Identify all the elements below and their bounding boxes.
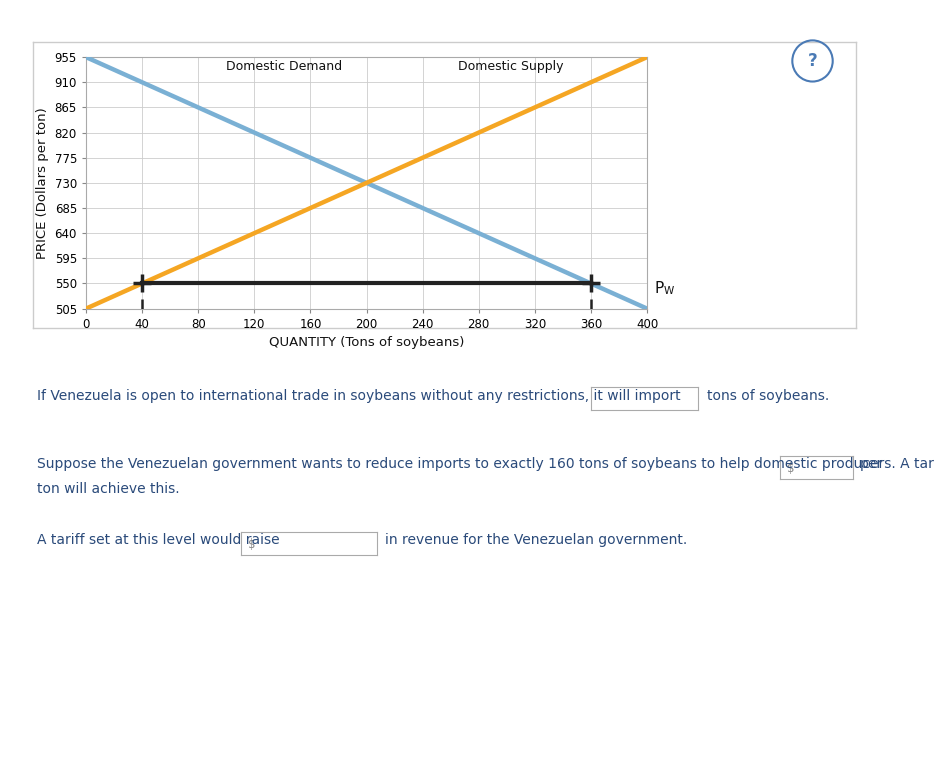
X-axis label: QUANTITY (Tons of soybeans): QUANTITY (Tons of soybeans) bbox=[269, 336, 464, 349]
Text: P: P bbox=[654, 280, 664, 296]
Text: in revenue for the Venezuelan government.: in revenue for the Venezuelan government… bbox=[385, 533, 687, 547]
Y-axis label: PRICE (Dollars per ton): PRICE (Dollars per ton) bbox=[36, 107, 49, 259]
Text: Suppose the Venezuelan government wants to reduce imports to exactly 160 tons of: Suppose the Venezuelan government wants … bbox=[37, 457, 935, 471]
Text: Domestic Demand: Domestic Demand bbox=[226, 60, 342, 73]
Text: ton will achieve this.: ton will achieve this. bbox=[37, 482, 180, 495]
Text: If Venezuela is open to international trade in soybeans without any restrictions: If Venezuela is open to international tr… bbox=[37, 389, 681, 402]
Text: $: $ bbox=[248, 538, 255, 551]
Text: $: $ bbox=[787, 462, 795, 475]
Text: W: W bbox=[664, 286, 674, 296]
Text: A tariff set at this level would raise: A tariff set at this level would raise bbox=[37, 533, 280, 547]
Text: per: per bbox=[860, 457, 884, 471]
Text: ?: ? bbox=[808, 52, 817, 70]
Text: Domestic Supply: Domestic Supply bbox=[458, 60, 563, 73]
Text: tons of soybeans.: tons of soybeans. bbox=[707, 389, 829, 402]
